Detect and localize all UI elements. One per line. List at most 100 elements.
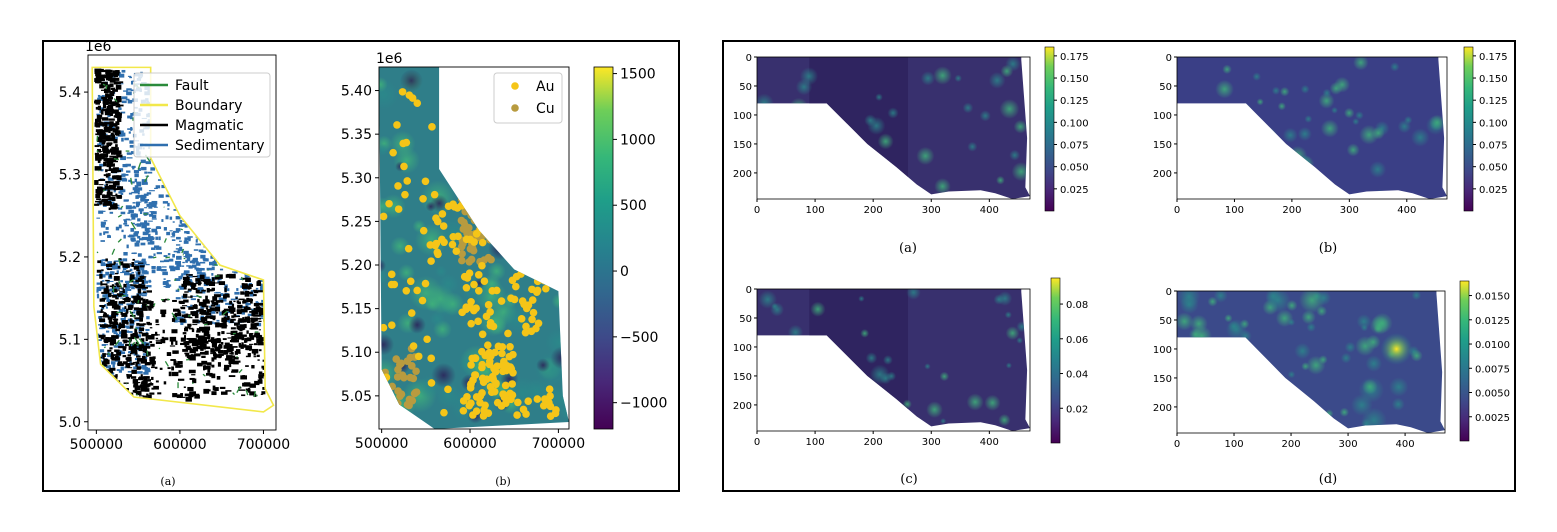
magmatic-unit xyxy=(225,286,228,288)
magmatic-unit xyxy=(137,288,142,294)
sedimentary-unit xyxy=(132,277,139,281)
sedimentary-unit xyxy=(144,207,148,209)
magmatic-unit xyxy=(112,322,119,325)
magmatic-unit xyxy=(130,362,135,365)
heatmap-colorbar xyxy=(1463,46,1474,212)
magmatic-unit xyxy=(110,150,114,152)
sedimentary-unit xyxy=(170,267,176,272)
magmatic-unit xyxy=(225,390,232,392)
magmatic-unit xyxy=(182,305,188,307)
magmatic-unit xyxy=(143,323,146,326)
sedimentary-unit xyxy=(258,280,263,282)
magmatic-unit xyxy=(109,155,117,158)
au-point xyxy=(402,138,411,147)
sedimentary-unit xyxy=(260,228,264,232)
heatmap-colorbar-tick-label: 0.150 xyxy=(1479,74,1508,85)
y-tick-label-b: 5.15 xyxy=(341,302,372,318)
magmatic-unit xyxy=(262,386,267,390)
heatmap-caption: (b) xyxy=(1319,241,1337,256)
magmatic-unit xyxy=(171,329,178,334)
magmatic-unit xyxy=(228,273,236,279)
magmatic-unit xyxy=(114,139,118,144)
sedimentary-unit xyxy=(124,174,129,176)
heatmap-x-tick-label: 0 xyxy=(754,205,760,216)
magmatic-unit xyxy=(182,276,190,281)
magmatic-unit xyxy=(192,378,197,384)
cu-point xyxy=(408,362,416,370)
magmatic-unit xyxy=(180,337,186,342)
magmatic-unit xyxy=(112,77,120,81)
sedimentary-unit xyxy=(190,206,193,209)
magmatic-unit xyxy=(188,325,191,328)
sedimentary-unit xyxy=(186,199,189,203)
magmatic-unit xyxy=(100,376,106,380)
heatmap-blob xyxy=(1340,352,1352,364)
magmatic-unit xyxy=(129,277,134,283)
sedimentary-unit xyxy=(208,247,211,250)
sedimentary-unit xyxy=(253,271,259,275)
fault-line xyxy=(236,385,241,394)
fault-line xyxy=(102,83,106,86)
magmatic-unit xyxy=(94,203,100,206)
sedimentary-unit xyxy=(213,236,218,240)
magmatic-unit xyxy=(103,358,109,363)
magmatic-unit xyxy=(235,297,238,299)
magmatic-unit xyxy=(104,375,112,380)
magmatic-unit xyxy=(192,304,198,309)
cu-point xyxy=(379,389,387,397)
magmatic-unit xyxy=(133,402,138,405)
magmatic-unit xyxy=(180,306,186,310)
magmatic-unit xyxy=(149,360,156,365)
magmatic-unit xyxy=(161,336,164,339)
cu-point xyxy=(473,206,482,215)
magmatic-unit xyxy=(124,340,132,343)
sedimentary-unit xyxy=(221,243,225,245)
au-point xyxy=(490,387,499,396)
magmatic-unit xyxy=(101,269,104,272)
fault-line xyxy=(252,268,256,272)
sedimentary-unit xyxy=(151,218,157,220)
magmatic-unit xyxy=(186,276,189,281)
sedimentary-unit xyxy=(136,223,142,227)
magmatic-unit xyxy=(96,188,103,194)
magmatic-unit xyxy=(183,299,189,303)
magmatic-unit xyxy=(237,326,245,331)
cu-point xyxy=(465,201,473,209)
fault-line xyxy=(185,181,189,187)
magmatic-unit xyxy=(169,336,177,342)
cu-point xyxy=(484,216,492,224)
legend-entry-a: Sedimentary xyxy=(175,138,265,154)
au-point xyxy=(545,385,554,393)
magmatic-unit xyxy=(121,334,128,339)
sedimentary-unit xyxy=(151,269,156,274)
magmatic-unit xyxy=(142,303,147,309)
heatmap-blob xyxy=(768,339,782,354)
legend-marker-b xyxy=(511,82,519,90)
field-blob xyxy=(379,143,390,156)
sedimentary-unit xyxy=(256,250,261,254)
magmatic-unit xyxy=(136,322,140,326)
sedimentary-unit xyxy=(101,169,104,172)
fault-line xyxy=(237,242,242,248)
sedimentary-unit xyxy=(115,314,119,317)
sedimentary-unit xyxy=(240,227,247,230)
cu-point xyxy=(467,196,476,205)
sedimentary-unit xyxy=(210,239,215,242)
magmatic-unit xyxy=(155,380,159,383)
magmatic-unit xyxy=(238,309,242,314)
cu-point xyxy=(410,389,419,398)
magmatic-unit xyxy=(111,325,118,329)
heatmap-blob xyxy=(821,124,839,142)
au-point xyxy=(534,319,543,328)
sedimentary-unit xyxy=(196,229,203,233)
magmatic-unit xyxy=(127,337,135,340)
au-point xyxy=(474,317,482,326)
heatmap-x-tick-label: 200 xyxy=(1281,439,1300,450)
magmatic-unit xyxy=(122,355,127,358)
sedimentary-unit xyxy=(122,258,128,262)
sedimentary-unit xyxy=(124,221,128,223)
magmatic-unit xyxy=(99,311,105,313)
sedimentary-unit xyxy=(236,255,239,260)
sedimentary-unit xyxy=(131,252,137,254)
sedimentary-unit xyxy=(125,98,130,101)
